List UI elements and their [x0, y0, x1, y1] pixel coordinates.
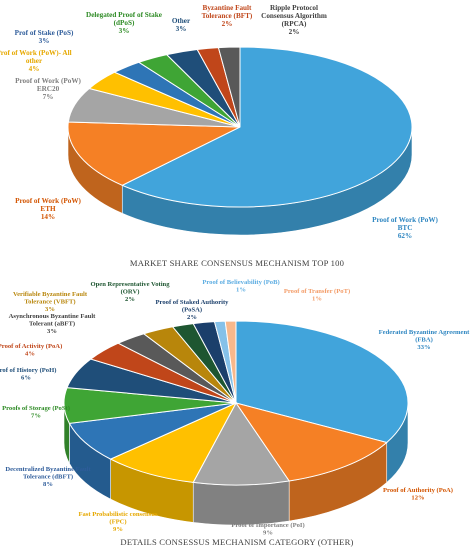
pie-side-proof-of-importance-poi [192, 480, 290, 526]
chart-title-details-other: DETAILS CONSESSUS MECHANISM CATEGORY (OT… [120, 537, 353, 547]
pie-top-faces [67, 46, 413, 208]
slice-label-verifiable-byzantine-fault-tolerance-vbft: Verifiable Byzantine Fault Tolerance (VBF… [13, 291, 88, 313]
pie-side-walls [63, 402, 409, 526]
pie-slice-proof-of-work-pow-eth [67, 121, 241, 186]
pie-slice-proof-of-importance-poi [192, 402, 291, 486]
pie-slice-fast-probabilistic-consensus-fpc [109, 401, 238, 483]
slice-label-other: Other 3% [172, 17, 191, 33]
pie-labels: Federated Byzantine Agreement (FBA) 33% Pro… [0, 279, 470, 536]
slice-label-open-representative-voting-orv: Open Representative Voting (ORV) 2% [90, 281, 170, 303]
slice-label-proof-of-staked-authority-posa: Proof of Staked Authority (PoSA) 2% [156, 299, 230, 321]
slice-label-proof-of-believability-pob: Proof of Believability (PoB) 1% [202, 279, 279, 293]
slice-label-proof-of-work-pow-erc20: Proof of Work (PoW) ERC20 7% [15, 77, 81, 101]
slice-label-proof-of-transfer-pot: Proof of Transfer (PoT) 1% [284, 288, 350, 302]
pie-slice-proof-of-transfer-pot [224, 320, 237, 404]
pie-slice-proof-of-authority-poa [234, 402, 388, 482]
pie-chart-market-share: Proof of Work (PoW) BTC 62% Proof of Work (… [0, 4, 439, 240]
pie-chart-details-other: Federated Byzantine Agreement (FBA) 33% Pro… [0, 279, 470, 536]
slice-label-ripple-protocol-consensus-algorithm-rpca: Ripple Protocol Consensus Algorithm (RPCA)… [261, 4, 327, 36]
slice-label-delegated-proof-of-stake-dpos: Delegated Proof of Stake (dPoS) 3% [86, 11, 162, 35]
pie-labels: Proof of Work (PoW) BTC 62% Proof of Work (… [0, 4, 439, 240]
slice-label-byzantine-fault-tolerance-bft: Byzantine Fault Tolerance (BFT) 2% [202, 4, 253, 28]
pie-slice-proof-of-work-pow-btc [121, 46, 413, 208]
slice-label-federated-byzantine-agreement-fba: Federated Byzantine Agreement (FBA) 33% [379, 329, 471, 351]
pie-slice-federated-byzantine-agreement-fba [235, 320, 409, 444]
chart-title-market-share: MARKET SHARE CONSENSUS MECHANISM TOP 100 [130, 258, 344, 268]
slice-label-prof-of-history-poh: Prof of History (PoH) 6% [0, 367, 56, 381]
slice-label-fast-probabilistic-consensus-fpc: Fast Probabilistic consensus (FPC) 9% [78, 511, 157, 533]
slice-label-decentralized-byzantine-fault-tolerance-dbft: Decentralized Byzantine Fault Tolerance (… [5, 466, 91, 488]
slice-label-asynchronous-byzantine-fault-tolerant-abft: Asynchronous Byzantine Fault Tolerant (aB… [9, 313, 97, 335]
pie-slice-ripple-protocol-consensus-algorithm-rpca [217, 46, 241, 128]
slice-label-proof-of-work-pow-btc: Proof of Work (PoW) BTC 62% [372, 216, 438, 240]
slice-label-proof-of-authority-poa: Proof of Authority (PoA) 12% [383, 487, 453, 501]
slice-label-proof-of-importance-poi: Proof of Importance (PoI) 9% [231, 522, 304, 536]
slice-label-proof-of-work-pow-eth: Proof of Work (PoW) ETH 14% [15, 197, 81, 221]
slice-label-prof-of-work-pow-all-other: Prof of Work (PoW)- All other 4% [0, 49, 72, 73]
slice-label-proof-of-activity-poa: Proof of Activity (PoA) 4% [0, 343, 62, 357]
slice-label-prof-of-stake-pos: Prof of Stake (PoS) 3% [15, 29, 74, 45]
pie-top-faces [63, 320, 409, 486]
slice-label-proofs-of-storage-post: Proofs of Storage (PoSt) 7% [2, 405, 70, 419]
